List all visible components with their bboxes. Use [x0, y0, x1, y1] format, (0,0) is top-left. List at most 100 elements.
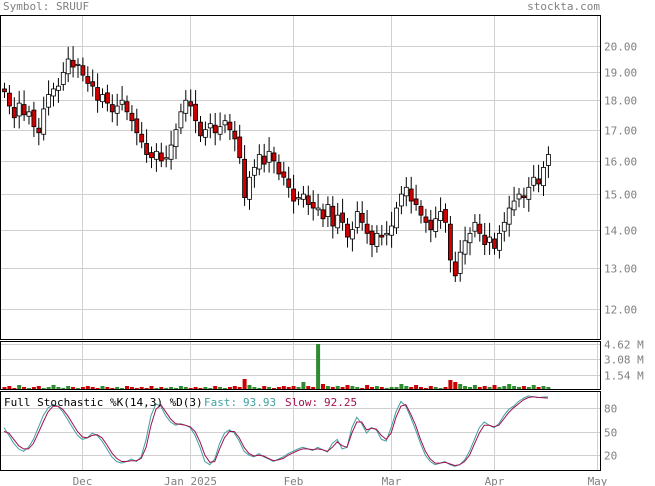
- volume-bar: [66, 386, 71, 390]
- candle-body: [276, 162, 282, 175]
- volume-bar: [316, 344, 321, 390]
- candle: [16, 90, 22, 129]
- volume-bar: [267, 387, 272, 390]
- volume-tick-label: 3.08 M: [604, 354, 644, 367]
- candle: [506, 195, 512, 237]
- candle: [251, 159, 257, 188]
- candle: [139, 122, 145, 149]
- stochastic-title: Full Stochastic %K(14,3) %D(3): [4, 396, 203, 409]
- price-tick-label: 19.00: [604, 67, 637, 80]
- candle: [51, 82, 56, 107]
- candle-body: [168, 144, 174, 160]
- volume-bar: [546, 387, 551, 390]
- volume-tick-label: 4.62 M: [604, 339, 644, 352]
- candle-body: [457, 251, 463, 274]
- candle-body: [310, 202, 316, 209]
- volume-bar: [203, 387, 208, 390]
- volume-bar: [365, 385, 370, 390]
- candle-body: [75, 63, 81, 66]
- candle-body: [349, 229, 355, 240]
- candle-body: [374, 232, 380, 247]
- volume-bar: [492, 385, 497, 390]
- candle: [546, 146, 551, 178]
- candle-body: [286, 178, 292, 188]
- volume-bar: [237, 387, 242, 390]
- volume-bar: [139, 387, 144, 390]
- candle: [487, 222, 493, 255]
- fast-value: 93.93: [243, 396, 276, 409]
- candle-body: [193, 103, 199, 122]
- candle-body: [26, 111, 32, 117]
- volume-bar: [291, 386, 296, 390]
- candle: [242, 145, 248, 206]
- candle: [526, 177, 532, 212]
- candle-body: [124, 101, 130, 113]
- volume-bar: [389, 387, 394, 390]
- candle-body: [198, 121, 203, 137]
- candle-body: [70, 59, 76, 68]
- candle: [21, 90, 27, 121]
- volume-bar: [178, 386, 183, 390]
- candle-body: [202, 129, 208, 138]
- candle: [237, 124, 243, 164]
- candle: [447, 216, 453, 273]
- volume-bar: [414, 385, 419, 390]
- candle-body: [325, 204, 331, 217]
- volume-bar: [404, 386, 409, 390]
- candle: [394, 201, 399, 235]
- candle: [354, 201, 360, 234]
- candle-body: [41, 108, 47, 135]
- candle: [198, 116, 203, 143]
- candle-body: [320, 209, 326, 220]
- candle: [477, 213, 483, 242]
- candle-body: [364, 223, 370, 234]
- candle: [492, 232, 497, 255]
- candle-body: [207, 123, 213, 129]
- volume-bar: [541, 386, 546, 390]
- candle-body: [492, 238, 497, 249]
- volume-bar: [80, 387, 85, 390]
- candle-body: [56, 85, 61, 91]
- candle-body: [506, 207, 512, 225]
- price-tick-label: 15.00: [604, 189, 637, 202]
- price-grid: [1, 16, 600, 340]
- volume-bar: [468, 387, 472, 390]
- candle: [95, 73, 100, 113]
- candle: [384, 221, 390, 246]
- candle: [482, 223, 488, 256]
- candle-body: [384, 232, 390, 236]
- candle: [305, 185, 311, 215]
- candle-body: [526, 186, 532, 200]
- candle-body: [398, 193, 404, 207]
- candle: [114, 93, 120, 126]
- volume-bar: [301, 382, 306, 390]
- stochastic-tick-label: 50: [604, 427, 617, 440]
- candle: [65, 46, 71, 83]
- volume-bar: [125, 386, 129, 390]
- candle-body: [487, 236, 493, 243]
- candle-body: [359, 212, 365, 223]
- volume-bar: [149, 386, 154, 390]
- volume-bar: [531, 385, 536, 390]
- candle: [521, 187, 527, 208]
- candle: [457, 240, 463, 282]
- candle-body: [521, 195, 527, 198]
- candle-body: [452, 261, 458, 277]
- volume-bar: [443, 387, 448, 390]
- candle: [403, 177, 409, 207]
- volume-bars: [2, 344, 551, 390]
- candlesticks: [2, 46, 551, 283]
- candle-body: [11, 107, 17, 119]
- candle-body: [496, 232, 502, 251]
- candle: [541, 161, 546, 197]
- volume-bar: [482, 386, 487, 390]
- candle-body: [423, 216, 429, 223]
- candle: [452, 251, 458, 283]
- candle: [423, 208, 429, 233]
- x-axis-label: May: [588, 475, 608, 486]
- volume-bar: [321, 384, 325, 390]
- volume-bar: [31, 387, 36, 390]
- candle: [256, 144, 262, 176]
- candle-body: [232, 130, 238, 140]
- y-tick-labels: 12.00 13.00 14.00 15.00 16.00 17.00 18.00 19.00…: [604, 41, 644, 463]
